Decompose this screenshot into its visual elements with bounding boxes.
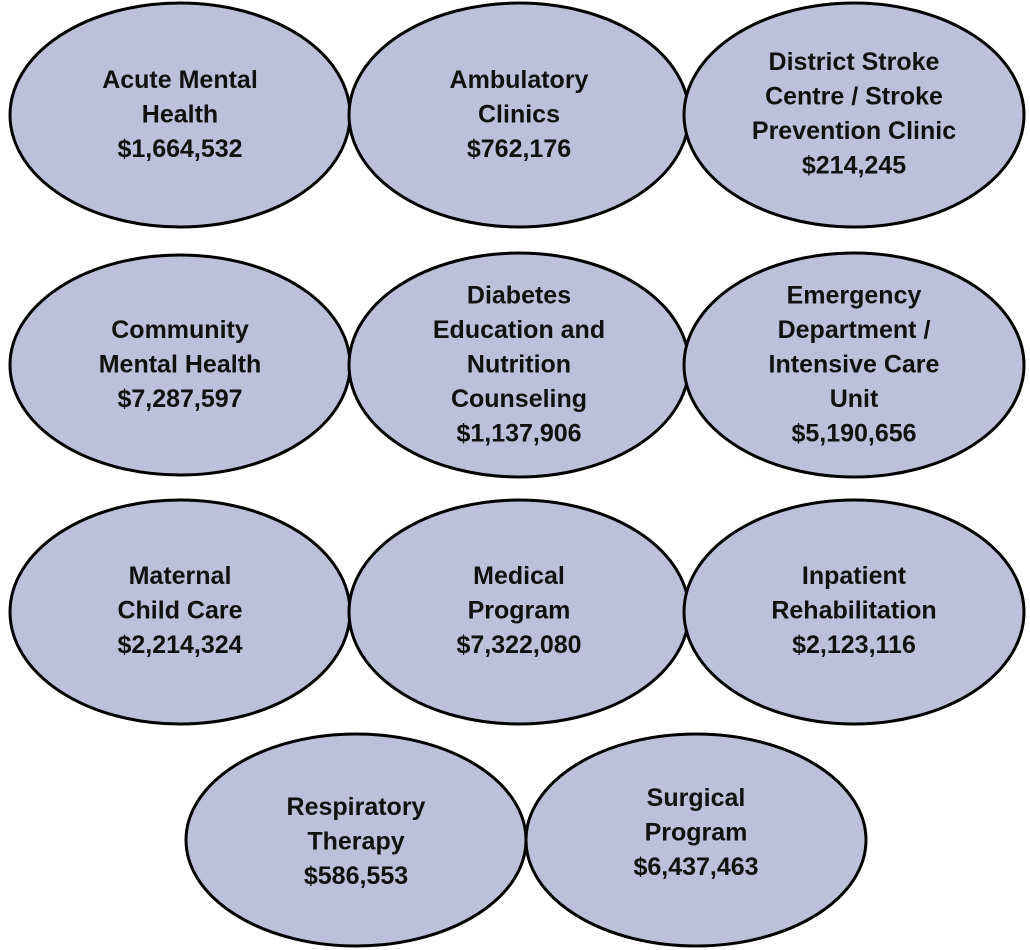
- program-amount: $2,123,116: [792, 631, 916, 659]
- program-label: Program: [645, 819, 748, 847]
- program-label: Community: [111, 316, 249, 344]
- program-node: [682, 498, 1026, 726]
- program-label: Respiratory: [287, 793, 426, 821]
- program-label: Acute Mental: [102, 66, 258, 94]
- program-label: Medical: [473, 562, 565, 590]
- program-label: Health: [142, 101, 218, 129]
- program-amount: $7,322,080: [456, 631, 581, 659]
- program-label: Department /: [778, 316, 931, 344]
- program-label: Surgical: [647, 784, 746, 812]
- program-label: Counseling: [451, 385, 587, 413]
- program-label: Therapy: [307, 828, 404, 856]
- program-node: [682, 1, 1026, 229]
- program-amount: $762,176: [467, 135, 571, 163]
- program-amount: $2,214,324: [117, 631, 242, 659]
- program-label: Clinics: [478, 101, 560, 129]
- program-label: District Stroke: [769, 48, 940, 76]
- program-label: Rehabilitation: [771, 597, 936, 625]
- program-label: Nutrition: [467, 351, 571, 379]
- program-label: Unit: [830, 385, 879, 413]
- program-amount: $1,664,532: [117, 135, 242, 163]
- program-label: Prevention Clinic: [752, 117, 956, 145]
- program-label: Centre / Stroke: [765, 82, 943, 110]
- program-label: Program: [468, 597, 571, 625]
- program-amount: $6,437,463: [633, 853, 758, 881]
- program-label: Mental Health: [99, 351, 262, 379]
- program-amount: $1,137,906: [456, 420, 581, 448]
- program-node: [524, 732, 868, 948]
- program-amount: $214,245: [802, 151, 906, 179]
- program-label: Maternal: [129, 562, 232, 590]
- program-label: Diabetes: [467, 282, 571, 310]
- program-node: [682, 251, 1026, 479]
- program-label: Ambulatory: [450, 66, 589, 94]
- program-label: Emergency: [787, 282, 922, 310]
- program-label: Intensive Care: [769, 351, 940, 379]
- program-label: Inpatient: [802, 562, 907, 590]
- program-label: Education and: [433, 316, 605, 344]
- program-amount: $7,287,597: [117, 385, 242, 413]
- program-label: Child Care: [117, 597, 242, 625]
- program-amount: $586,553: [304, 862, 408, 890]
- program-amount: $5,190,656: [791, 420, 916, 448]
